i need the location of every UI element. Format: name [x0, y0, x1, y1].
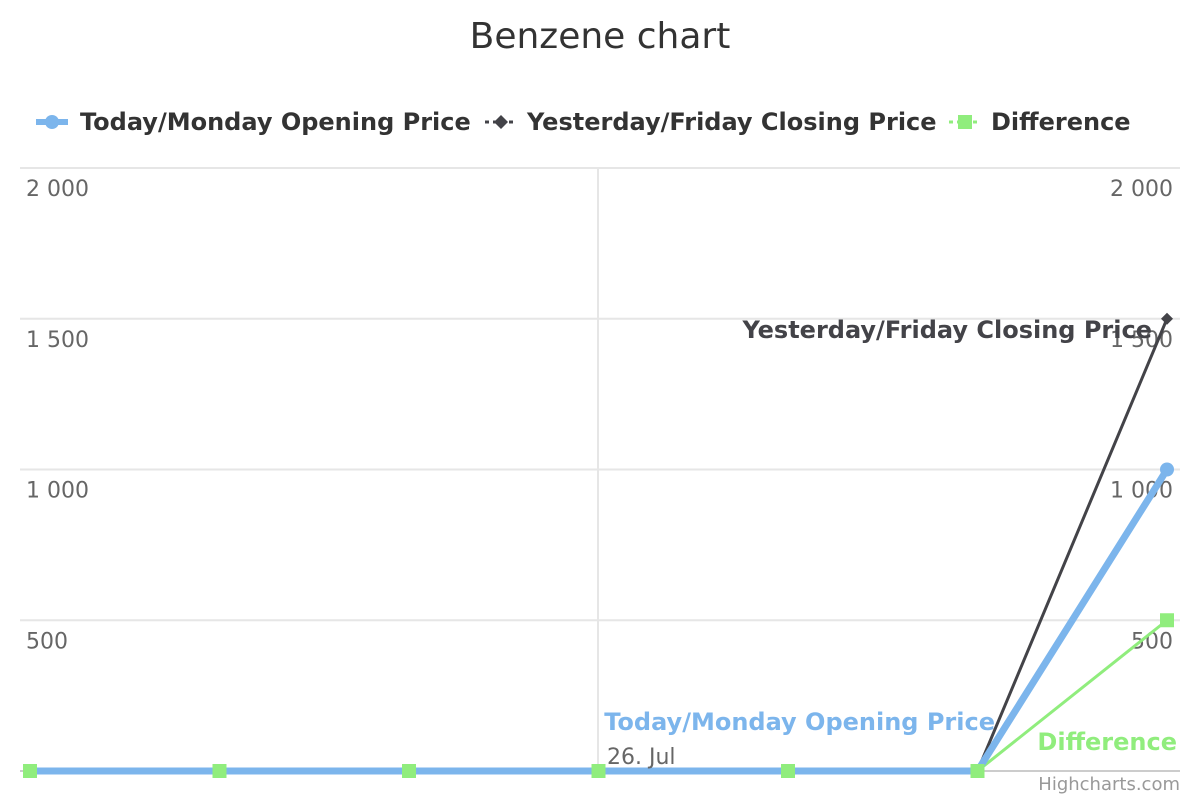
y-left-tick-label: 1 500: [26, 328, 89, 353]
data-point-difference[interactable]: [591, 764, 606, 778]
legend-label-yesterday-closing: Yesterday/Friday Closing Price: [526, 108, 937, 136]
x-tick-label: 26. Jul: [607, 745, 676, 770]
y-right-tick-label: 1 000: [1110, 479, 1173, 504]
chart-title: Benzene chart: [470, 16, 731, 57]
data-point-difference[interactable]: [970, 764, 985, 778]
y-axis-left: 500 1 000 1 500 2 000: [26, 177, 89, 654]
legend-label-difference: Difference: [991, 108, 1131, 136]
legend-label-today-opening: Today/Monday Opening Price: [80, 108, 471, 136]
credits-link[interactable]: Highcharts.com: [1038, 774, 1180, 795]
data-point-difference[interactable]: [402, 764, 416, 778]
series-label-yesterday-closing: Yesterday/Friday Closing Price: [741, 316, 1152, 344]
legend-symbol-diamond: [494, 115, 508, 129]
series-markers: [23, 312, 1174, 778]
legend: Today/Monday Opening Price Yesterday/Fri…: [36, 108, 1131, 136]
y-left-tick-label: 500: [26, 629, 68, 654]
data-point-yesterday-closing[interactable]: [1161, 312, 1173, 325]
series-label-today-opening: Today/Monday Opening Price: [604, 708, 995, 736]
legend-symbol-circle: [45, 115, 59, 129]
grid: [20, 167, 1180, 772]
data-point-difference[interactable]: [212, 764, 227, 778]
x-axis: 26. Jul: [607, 745, 676, 770]
legend-item-yesterday-closing[interactable]: Yesterday/Friday Closing Price: [485, 108, 937, 136]
y-right-tick-label: 2 000: [1110, 177, 1173, 202]
data-point-difference[interactable]: [1160, 613, 1174, 628]
data-point-today-opening[interactable]: [1160, 462, 1174, 477]
y-left-tick-label: 2 000: [26, 177, 89, 202]
legend-item-today-opening[interactable]: Today/Monday Opening Price: [36, 108, 471, 136]
legend-symbol-square: [958, 115, 972, 129]
y-left-tick-label: 1 000: [26, 479, 89, 504]
legend-item-difference[interactable]: Difference: [949, 108, 1131, 136]
data-point-difference[interactable]: [781, 764, 795, 778]
series-label-difference: Difference: [1037, 728, 1177, 756]
data-point-difference[interactable]: [23, 764, 37, 778]
